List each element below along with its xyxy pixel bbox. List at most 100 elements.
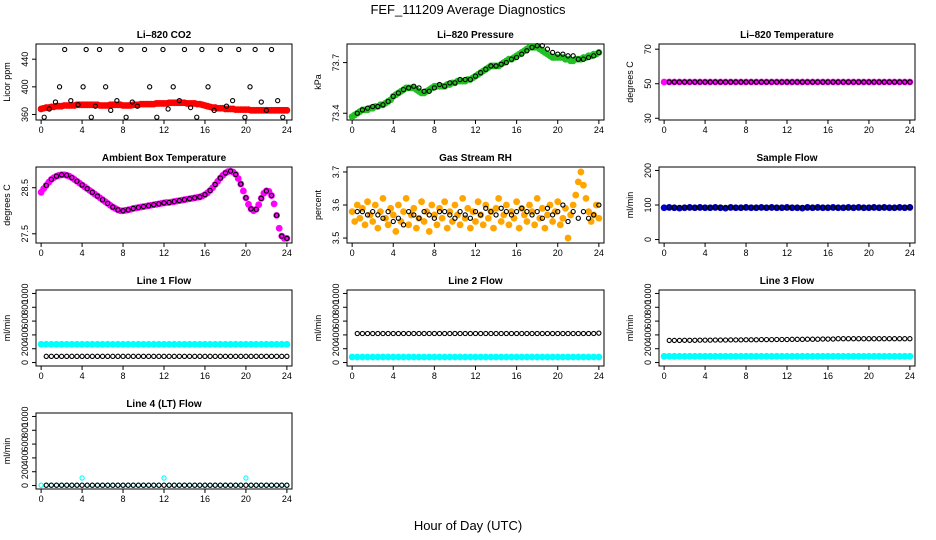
data-point (515, 224, 523, 232)
x-tick-label: 4 (80, 494, 85, 504)
data-point (273, 212, 280, 219)
data-point (156, 482, 162, 488)
data-point (492, 204, 500, 212)
data-point (825, 204, 831, 211)
data-point (544, 330, 551, 337)
data-point (789, 79, 795, 85)
data-point (503, 59, 509, 66)
x-tick-label: 4 (80, 371, 85, 381)
data-point (830, 79, 836, 85)
data-point (891, 336, 898, 342)
data-point (400, 330, 407, 337)
data-point (544, 205, 551, 211)
data-point (850, 204, 857, 211)
data-point (161, 353, 167, 359)
data-point (824, 352, 832, 360)
x-tick-label: 8 (432, 371, 437, 381)
data-point (722, 352, 729, 360)
data-point (758, 204, 765, 211)
panel-title: Li–820 Temperature (740, 30, 834, 41)
y-tick-label: 30 (643, 113, 653, 123)
data-point (533, 194, 541, 202)
data-point (135, 204, 142, 211)
data-point (582, 194, 590, 202)
data-point (845, 205, 852, 211)
series-average (43, 353, 290, 359)
data-point (748, 79, 754, 85)
data-point (370, 103, 376, 110)
data-point (794, 204, 800, 211)
y-tick-label: 400 (331, 327, 341, 342)
data-point (840, 336, 846, 342)
data-point (753, 337, 759, 343)
data-point (248, 206, 254, 212)
data-point (479, 221, 487, 229)
panel-2: Li–820 Pressure kPa 0 4 8 12 16 20 24 73.4 73.7 (313, 30, 605, 135)
x-tick-label: 24 (905, 248, 915, 258)
x-tick-label: 20 (241, 494, 251, 504)
data-point (268, 192, 275, 199)
data-point (697, 204, 703, 211)
data-point (406, 208, 412, 215)
data-point (763, 336, 770, 343)
data-point (870, 352, 878, 360)
data-point (554, 198, 562, 206)
data-point (416, 215, 422, 221)
data-point (406, 330, 412, 337)
data-point (702, 79, 708, 85)
data-point (395, 90, 402, 96)
data-point (206, 340, 214, 348)
data-point (192, 195, 198, 201)
data-point (140, 353, 147, 359)
data-point (99, 340, 106, 348)
data-point (105, 353, 111, 359)
x-tick-label: 8 (432, 248, 437, 258)
data-point (69, 482, 75, 488)
data-point (147, 84, 153, 90)
data-point (722, 79, 729, 85)
data-point (78, 340, 86, 348)
data-point (170, 84, 176, 90)
data-point (477, 353, 485, 361)
data-point (840, 79, 846, 85)
data-point (227, 482, 234, 488)
data-point (743, 79, 749, 85)
x-tick-label: 4 (80, 248, 85, 258)
y-tick-label: 800 (643, 300, 653, 315)
x-tick-label: 16 (200, 125, 210, 135)
data-point (227, 353, 234, 359)
data-point (707, 205, 713, 211)
y-tick-label: 1000 (20, 283, 30, 303)
data-point (549, 353, 556, 361)
data-point (400, 353, 407, 361)
data-point (712, 79, 718, 85)
data-point (84, 185, 90, 192)
data-point (753, 79, 759, 85)
data-point (907, 204, 913, 210)
data-point (151, 482, 157, 488)
data-point (556, 221, 564, 229)
data-point (237, 340, 245, 348)
data-point (384, 221, 392, 229)
data-point (835, 79, 841, 85)
data-point (207, 482, 213, 488)
data-point (99, 197, 106, 203)
data-point (114, 340, 122, 348)
data-point (205, 84, 211, 90)
series-raw (660, 352, 914, 360)
data-point (110, 204, 116, 210)
data-point (79, 353, 85, 359)
data-point (815, 336, 821, 342)
data-point (487, 353, 495, 361)
data-point (411, 330, 417, 337)
data-point (279, 233, 285, 239)
data-point (375, 212, 381, 218)
data-point (560, 51, 566, 57)
x-tick-label: 0 (39, 494, 44, 504)
data-point (379, 353, 387, 361)
y-tick-label: 28.5 (20, 179, 30, 197)
data-point (518, 353, 526, 361)
data-point (279, 353, 285, 359)
panel-title: Line 2 Flow (448, 276, 503, 287)
data-point (794, 336, 800, 342)
